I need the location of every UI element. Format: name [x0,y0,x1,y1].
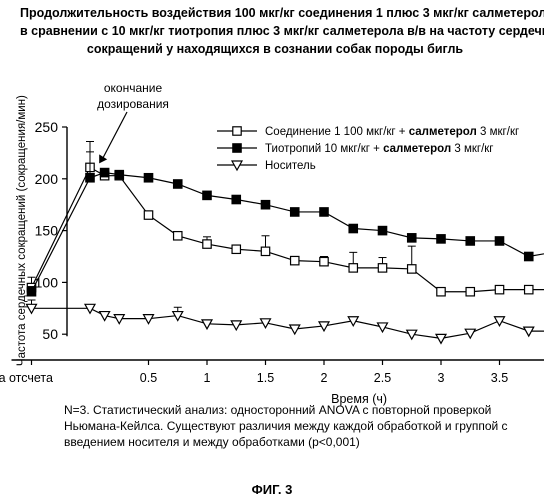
y-tick-label: 100 [35,274,59,290]
annotation-text: окончание [104,81,163,95]
legend-label-part: Носитель [265,160,316,172]
data-point [349,224,357,232]
data-point [466,288,474,296]
legend-label-part: Тиотропий 10 мкг/кг + [265,143,383,155]
legend-item: Тиотропий 10 мкг/кг + салметерол 3 мкг/к… [217,143,494,155]
data-point [290,325,300,334]
legend-item: Носитель [217,160,316,172]
data-point [100,168,108,176]
data-point [495,317,505,326]
data-point [320,208,328,216]
data-point [232,195,240,203]
data-point [203,191,211,199]
data-point [231,321,241,330]
footnote-line: введением носителя и между обработками (… [64,434,534,450]
footnote-line: Ньюмана-Кейлса. Существуют различия межд… [64,418,534,434]
series-3 [27,300,544,343]
legend-label: Носитель [265,160,316,172]
legend-label-part: 3 мкг/кг [477,126,519,138]
arrow-head [99,154,107,163]
series-2 [27,152,544,296]
x-tick-label: 1.5 [257,371,274,385]
legend-label-part: Соединение 1 100 мкг/кг + [265,126,409,138]
data-point [86,174,94,182]
y-tick-label: 200 [35,171,59,187]
annotation-arrow [102,112,127,159]
y-tick-label: 250 [35,119,59,135]
data-point [174,232,182,240]
x-tick-label: 1 [204,371,211,385]
x-tick-label: точка отсчета [0,371,53,385]
annotation-text: дозирования [97,97,169,111]
data-point [203,240,211,248]
data-point [291,208,299,216]
y-tick-label: 150 [35,223,59,239]
data-point [408,265,416,273]
legend-label-part: 3 мкг/кг [451,143,493,155]
legend-label: Тиотропий 10 мкг/кг + салметерол 3 мкг/к… [265,143,494,155]
x-tick-label: 3.5 [491,371,508,385]
y-tick-label: 50 [42,326,58,342]
data-point [495,285,503,293]
x-tick-label: 2 [321,371,328,385]
y-axis-label: Частота сердечных сокращений (сокращения… [16,95,28,366]
data-point [232,245,240,253]
data-point [291,256,299,264]
data-point [144,211,152,219]
data-point [408,234,416,242]
data-point [525,252,533,260]
data-point [525,285,533,293]
data-point [27,288,35,296]
axes: 50 100 150 200 250 Частота сердечных сокращен… [0,95,544,406]
figure-label: ФИГ. 3 [0,482,544,497]
data-point [436,334,446,343]
data-point [437,288,445,296]
annotation: окончание дозирования [97,81,169,163]
data-point [261,201,269,209]
legend-item: Соединение 1 100 мкг/кг + салметерол 3 м… [217,126,519,138]
x-tick-label: 0.5 [140,371,157,385]
data-point [261,247,269,255]
data-point [320,257,328,265]
footnote: N=3. Статистический анализ: односторонни… [64,402,534,450]
data-point [144,174,152,182]
legend-label-part: салметерол [383,143,451,155]
legend: Соединение 1 100 мкг/кг + салметерол 3 м… [217,126,519,172]
series-line [32,173,544,292]
legend-label: Соединение 1 100 мкг/кг + салметерол 3 м… [265,126,519,138]
data-point [378,264,386,272]
data-point [233,127,241,135]
data-point [437,235,445,243]
x-tick-label: 2.5 [374,371,391,385]
data-point [174,180,182,188]
data-point [495,237,503,245]
data-point [349,264,357,272]
data-point [378,226,386,234]
x-tick-label: 3 [438,371,445,385]
data-point [115,170,123,178]
data-point [233,144,241,152]
legend-label-part: салметерол [409,126,477,138]
footnote-line: N=3. Статистический анализ: односторонни… [64,402,534,418]
data-point [466,237,474,245]
